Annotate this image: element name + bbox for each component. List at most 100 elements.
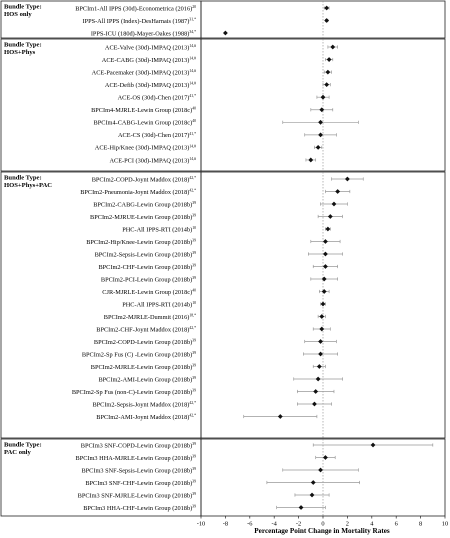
study-label: BPCIm4-MJRLE-Lewin Group (2018c)40 xyxy=(91,107,196,114)
point-estimate xyxy=(308,157,314,163)
study-label: BPCIm2-CHF-Joynt Maddox (2018)42,* xyxy=(96,326,196,333)
study-label: BPCIm2-Sepsis-Lewin Group (2018b)39 xyxy=(95,251,197,258)
x-axis-label: Percentage Point Change in Mortality Rat… xyxy=(254,527,390,535)
point-estimate xyxy=(316,364,322,369)
point-estimate xyxy=(320,301,326,307)
study-label: BPCIm3 SNF-MJRLE-Lewin Group (2018b)39 xyxy=(78,492,196,499)
panel-frames xyxy=(0,0,446,517)
study-label: ACE-CS (30d)-Chen (2017)41,* xyxy=(118,132,196,139)
x-tick-label: -10 xyxy=(197,521,206,528)
study-label: PHC-All IPPS-RTI (2014b)10 xyxy=(122,301,196,308)
study-label: BPCIm2-MJRLE-Dummit (2016)18,* xyxy=(104,313,196,320)
study-label: ACE-CABG (30d)-IMPAQ (2013)14,# xyxy=(102,56,196,63)
x-tick-label: -8 xyxy=(223,521,228,528)
study-label: BPCIm2-MJRUE-Lewin Group (2018b)39 xyxy=(90,213,196,220)
study-label: BPCIm2-AMI-Lewin Group (2018b)39 xyxy=(98,376,196,383)
point-estimate xyxy=(325,69,331,75)
point-estimate xyxy=(277,414,283,419)
point-estimate xyxy=(319,314,325,319)
group-title-line1: Bundle Type: xyxy=(4,442,42,449)
study-label: BPCIm2-MJRLE-Lewin Group (2018b)39 xyxy=(91,363,196,370)
point-estimate xyxy=(319,107,325,113)
study-label: IPPS-ICU (180d)-Mayer-Oakes (1988)34,* xyxy=(91,30,196,37)
study-label: ACE-OS (30d)-Chen (2017)41,* xyxy=(118,94,196,101)
point-estimate xyxy=(315,376,321,382)
x-tick-label: -4 xyxy=(272,521,278,528)
point-estimate xyxy=(318,467,323,473)
x-tick-label: 6 xyxy=(395,521,398,528)
study-label: BPCIm2-PCI-Lewin Group (2018b)39 xyxy=(101,276,196,283)
study-label: BPCIm4-CABG-Lewin Group (2018c)40 xyxy=(94,119,197,126)
group-title-line2: HOS only xyxy=(4,11,32,18)
study-label: BPCIm2-Pneumonia-Joynt Maddox (2018)42,* xyxy=(80,188,196,195)
point-estimate xyxy=(323,264,328,269)
point-estimate xyxy=(309,492,315,498)
point-estimate xyxy=(325,226,331,232)
study-label: BPCIm2-COPD-Lewin Group (2018b)39 xyxy=(94,338,196,345)
study-label: BPCIm2-Sp Fus (C) -Lewin Group (2018b)39 xyxy=(82,351,196,358)
point-estimate xyxy=(326,57,332,62)
study-label: ACE-Pacemaker (30d)-IMPAQ (2013)14,# xyxy=(92,69,196,76)
x-tick-label: -6 xyxy=(247,521,252,528)
x-axis: Percentage Point Change in Mortality Rat… xyxy=(197,516,448,535)
x-tick-label: 0 xyxy=(321,521,324,528)
point-estimate xyxy=(310,480,316,485)
point-estimate xyxy=(318,132,323,138)
group-title-line1: Bundle Type: xyxy=(4,175,42,182)
study-label: BPCIm1-All IPPS (30d)-Econometrica (2016… xyxy=(75,5,196,12)
point-estimate xyxy=(324,5,330,11)
x-tick-label: 8 xyxy=(419,521,422,528)
study-label: BPCIm2-CHF-Lewin Group (2018b)39 xyxy=(98,263,196,270)
study-label: PHC-All IPPS-RTI (2014b)10 xyxy=(122,226,196,233)
study-label: BPCIm3 SNF-Sepsis-Lewin Group (2018b)39 xyxy=(81,467,196,474)
group-plot-frame xyxy=(200,438,446,517)
study-label: ACE-Hip/Knee (30d)-IMPAQ (2013)14,# xyxy=(95,144,196,151)
study-label: BPCIm3 HHA-CHF-Lewin Group (2018b)39 xyxy=(83,504,196,511)
group-title-line1: Bundle Type: xyxy=(4,4,42,11)
point-estimate xyxy=(318,119,323,125)
x-tick-label: 10 xyxy=(442,521,448,528)
point-estimate xyxy=(321,276,327,282)
point-estimate xyxy=(318,339,323,344)
point-estimate xyxy=(345,176,350,182)
study-label: BPCIm2-Sepsis-Joynt Maddox (2018)42,* xyxy=(92,401,196,408)
group-title-line2: HOS+Phys+PAC xyxy=(4,182,52,189)
point-estimate xyxy=(335,189,341,194)
x-tick-label: 2 xyxy=(346,521,349,528)
group-title-line1: Bundle Type: xyxy=(4,42,42,49)
study-label: BPCIm3 HHA-MJRLE-Lewin Group (2018b)39 xyxy=(76,454,197,461)
study-label: ACE-Defib (30d)-IMPAQ (2013)14,# xyxy=(105,82,196,89)
x-tick-label: -2 xyxy=(296,521,301,528)
point-estimate xyxy=(298,505,304,510)
data-marks xyxy=(223,5,434,510)
point-estimate xyxy=(330,44,336,50)
study-label: BPCIm2-Hip/Knee-Lewin Group (2018b)39 xyxy=(86,238,196,245)
point-estimate xyxy=(312,401,317,407)
study-label: BPCIm3 SNF-CHF-Lewin Group (2018b)39 xyxy=(85,479,196,486)
point-estimate xyxy=(319,326,325,332)
point-estimate xyxy=(324,82,330,88)
point-estimate xyxy=(313,389,319,394)
point-estimate xyxy=(318,351,323,357)
study-label: CJR-MJRLE-Lewin Group (2018c)40 xyxy=(102,288,196,295)
point-estimate xyxy=(327,214,333,219)
study-label: BPCIm3 SNF-COPD-Lewin Group (2018b)39 xyxy=(81,442,196,449)
group-title-line2: PAC only xyxy=(4,449,32,456)
point-estimate xyxy=(223,30,228,36)
study-label: BPCIm2-Sp Fus (non-C)-Lewin Group (2018b… xyxy=(72,388,196,395)
point-estimate xyxy=(370,442,376,448)
point-estimate xyxy=(324,18,330,23)
study-label: ACE-Valve (30d)-IMPAQ (2013)14,# xyxy=(105,44,196,51)
study-label: BPCIm2-AMI-Joynt Maddox (2018)42,* xyxy=(96,413,196,420)
study-label: BPCIm2-CABG-Lewin Group (2018b)39 xyxy=(93,201,196,208)
point-estimate xyxy=(331,201,337,207)
point-estimate xyxy=(315,145,321,150)
study-label: BPCIm2-COPD-Joynt Maddox (2018)42,* xyxy=(92,176,196,183)
point-estimate xyxy=(323,239,328,244)
point-estimate xyxy=(320,94,326,100)
study-label: IPPS-All IPPS (Index)-DesHarnais (1987)3… xyxy=(82,17,196,24)
point-estimate xyxy=(323,251,328,257)
study-label: ACE-PCI (30d)-IMPAQ (2013)14,# xyxy=(109,157,196,164)
